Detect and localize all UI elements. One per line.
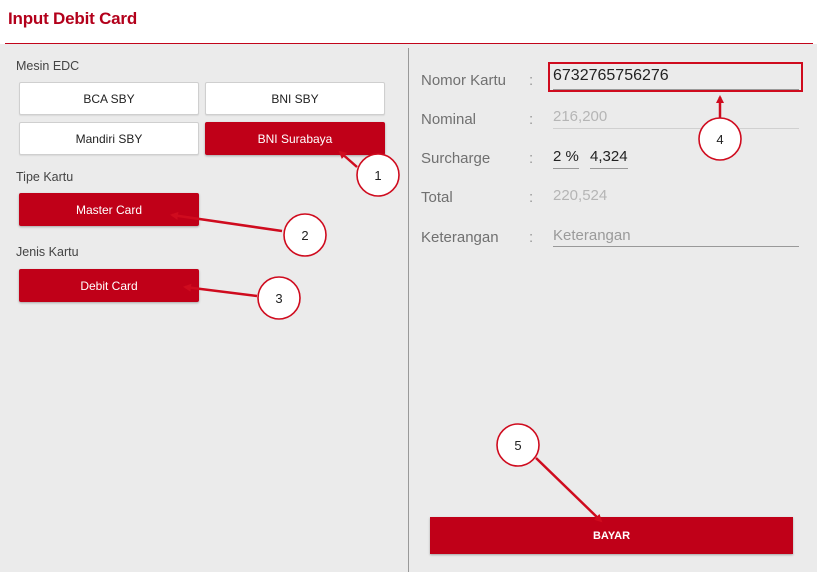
header-divider (5, 43, 813, 44)
annotation-arrow-1 (338, 150, 358, 168)
surcharge-percent-underline (553, 168, 579, 169)
edc-option-bni-sby[interactable]: BNI SBY (205, 82, 385, 115)
total-colon: : (529, 189, 534, 206)
annotation-number-1: 1 (374, 168, 381, 183)
master-card-button[interactable]: Master Card (19, 193, 199, 226)
annotation-highlight-box (548, 62, 803, 92)
surcharge-amount-value: 4,324 (590, 148, 628, 165)
annotation-number-4: 4 (716, 132, 723, 147)
nominal-label: Nominal (421, 111, 477, 128)
annotation-circle-2 (283, 213, 327, 257)
annotation-circle-5 (496, 423, 540, 467)
jenis-kartu-label: Jenis Kartu (16, 245, 79, 259)
nominal-underline (553, 128, 799, 129)
edc-label: Mesin EDC (16, 59, 80, 73)
page-title: Input Debit Card (8, 9, 138, 28)
annotation-circle-3 (257, 276, 301, 320)
annotation-circle-1 (356, 153, 400, 197)
edc-option-bni-surabaya[interactable]: BNI Surabaya (205, 122, 385, 155)
surcharge-percent-input[interactable]: 2 % (553, 148, 579, 165)
edc-option-bca-sby[interactable]: BCA SBY (19, 82, 199, 115)
annotation-number-3: 3 (275, 291, 282, 306)
bayar-button[interactable]: BAYAR (430, 517, 793, 554)
surcharge-label: Surcharge (421, 150, 491, 167)
annotation-circle-4 (698, 117, 742, 161)
nomor-kartu-input[interactable]: 6732765756276 (553, 67, 669, 84)
annotation-arrow-5 (535, 457, 603, 523)
total-label: Total (421, 189, 453, 206)
nomor-kartu-label: Nomor Kartu (421, 72, 507, 89)
surcharge-colon: : (529, 150, 534, 167)
app-header: Input Debit Card (0, 0, 817, 44)
keterangan-label: Keterangan (421, 229, 499, 246)
keterangan-underline (553, 246, 799, 247)
annotation-arrow-3 (183, 283, 258, 298)
nomor-kartu-underline (553, 89, 799, 90)
nominal-value: 216,200 (553, 108, 608, 125)
annotation-number-2: 2 (301, 228, 308, 243)
nominal-colon: : (529, 111, 534, 128)
total-value: 220,524 (553, 187, 608, 204)
nomor-kartu-colon: : (529, 72, 534, 89)
annotation-arrow-2 (170, 211, 283, 233)
panel-divider (408, 48, 409, 572)
tipe-kartu-label: Tipe Kartu (16, 170, 74, 184)
edc-option-mandiri-sby[interactable]: Mandiri SBY (19, 122, 199, 155)
keterangan-input[interactable]: Keterangan (553, 227, 631, 244)
annotation-number-5: 5 (514, 438, 521, 453)
debit-card-button[interactable]: Debit Card (19, 269, 199, 302)
keterangan-colon: : (529, 229, 534, 246)
surcharge-amount-underline (590, 168, 628, 169)
